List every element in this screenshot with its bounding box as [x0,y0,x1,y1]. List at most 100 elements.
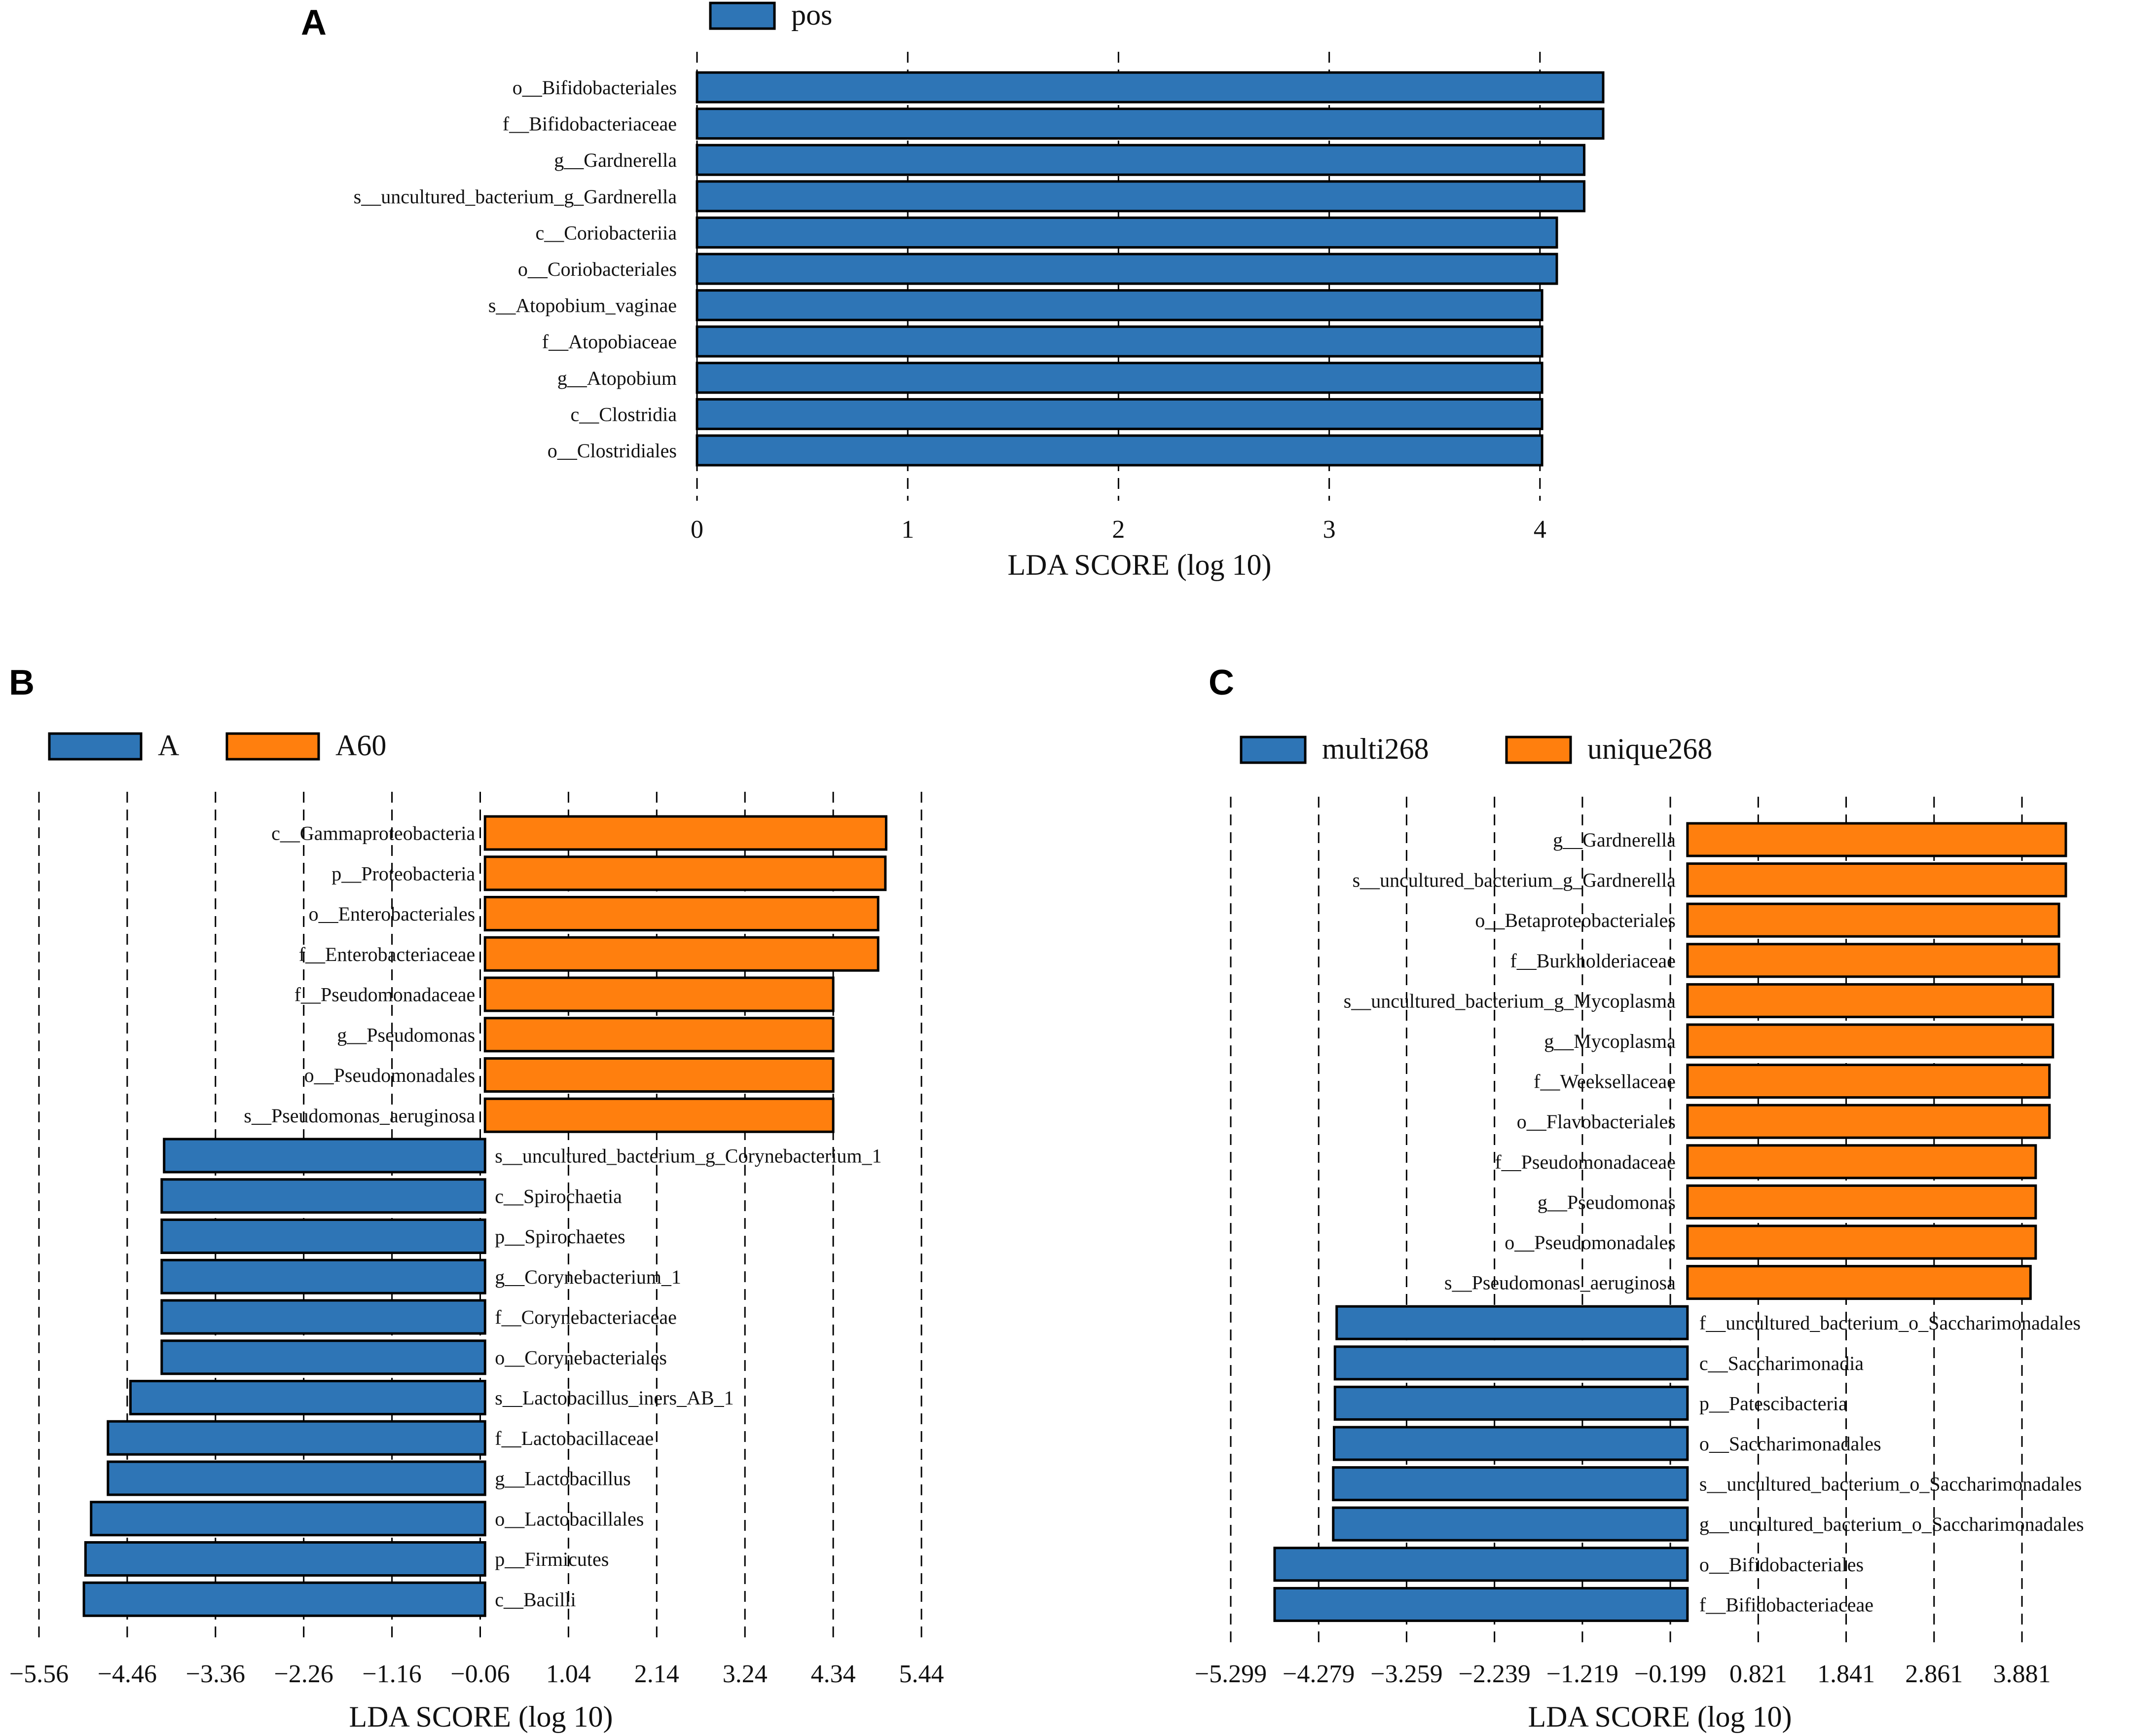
bar [1686,902,2060,938]
bar [1686,1023,2055,1059]
x-tick-label: 0 [691,516,703,544]
x-tick-label: 5.44 [899,1660,944,1688]
x-tick-label: 1 [901,516,914,544]
bar-label: o__Pseudomonadales [304,1064,476,1086]
bar [483,855,887,891]
x-axis-title: LDA SCORE (log 10) [349,1700,613,1733]
bar [90,1501,486,1537]
bar-label: f__Weeksellaceae [1534,1071,1676,1093]
bar [107,1420,486,1456]
bar [163,1138,486,1174]
bar [696,144,1586,176]
bar [1333,1385,1689,1421]
bar [483,976,835,1012]
x-tick-label: 2.14 [634,1660,679,1688]
legend-swatch-a60 [225,732,320,761]
x-axis-title: LDA SCORE (log 10) [1528,1700,1792,1733]
bar [696,71,1605,104]
legend-label-multi268: multi268 [1322,733,1429,765]
bar-label: s__uncultured_bacterium_g_Gardnerella [1353,869,1676,891]
bar-label: s__uncultured_bacterium_g_Gardnerella [354,185,677,208]
x-tick-label: −3.259 [1370,1660,1442,1688]
bar [483,896,880,931]
bar-label: o__Pseudomonadales [1505,1231,1676,1254]
legend-label-pos: pos [791,0,832,31]
bar [1686,1265,2032,1300]
x-tick-label: −3.36 [186,1660,245,1688]
bar-label: s__Lactobacillus_iners_AB_1 [495,1387,734,1409]
legend-swatch-a [48,732,143,761]
panel-b: B A A60 −5.56 −4.46 −3.36 −2.26 −1.16 −0.06 1.04 2… [9,663,944,1733]
bar-label: g__Lactobacillus [495,1468,630,1490]
bar-label: o__Lactobacillales [495,1508,644,1530]
bar-label: f__uncultured_bacterium_o_Saccharimonada… [1699,1312,2081,1334]
bar [160,1299,486,1335]
bar-label: s__Pseudomonas_aeruginosa [1444,1272,1676,1294]
bar [1332,1426,1689,1461]
bar [483,815,887,851]
legend-label-unique268: unique268 [1587,733,1712,765]
bar-label: f__Enterobacteriaceae [299,943,476,965]
bar-label: c__Coriobacteriia [535,222,677,244]
bar [696,216,1558,249]
x-axis-title: LDA SCORE (log 10) [1007,549,1271,581]
bar-label: g__Atopobium [557,367,677,389]
x-tick-label: −5.299 [1195,1660,1267,1688]
x-tick-label: −4.46 [98,1660,157,1688]
bar-label: f__Bifidobacteriaceae [503,113,677,135]
bar-label: s__uncultured_bacterium_g_Corynebacteriu… [495,1145,881,1167]
bar [1332,1466,1689,1502]
x-tick-label: 4.34 [811,1660,856,1688]
bar-label: f__Atopobiaceae [542,331,677,353]
legend-swatch-unique268 [1505,736,1572,764]
bar-label: c__Spirochaetia [495,1185,622,1207]
bar [129,1380,486,1415]
bar [160,1258,486,1294]
x-tick-label: 3 [1323,516,1336,544]
x-tick-label: 4 [1534,516,1546,544]
x-tick-label: 0.821 [1729,1660,1787,1688]
bar [696,289,1543,322]
bar [84,1541,486,1577]
bar-label: f__Corynebacteriaceae [495,1306,677,1329]
bar [1686,943,2060,978]
x-tick-label: 3.881 [1993,1660,2051,1688]
bar [160,1339,486,1375]
bar-label: f__Pseudomonadaceae [1495,1151,1676,1173]
x-tick-label: −2.239 [1459,1660,1531,1688]
bar [1686,983,2055,1018]
bar-label: g__uncultured_bacterium_o_Saccharimonada… [1699,1513,2084,1535]
x-tick-label: 2.861 [1905,1660,1963,1688]
bar-label: o__Flavobacteriales [1517,1110,1676,1133]
bar-label: p__Proteobacteria [331,862,475,885]
panel-letter-b: B [9,663,35,702]
legend-swatch-multi268 [1240,736,1307,764]
bar-label: o__Saccharimonadales [1699,1433,1881,1455]
x-tick-label: −4.279 [1283,1660,1355,1688]
bar [107,1460,486,1496]
bar-label: c__Clostridia [570,403,677,425]
bar-label: g__Pseudomonas [337,1024,475,1046]
bar [696,180,1586,213]
bar [1332,1506,1689,1542]
bar [1686,1104,2051,1139]
bar [1273,1587,1689,1622]
bar-label: s__Pseudomonas_aeruginosa [244,1105,475,1127]
bar-label: p__Patescibacteria [1699,1392,1847,1414]
bar-label: f__Lactobacillaceae [495,1427,654,1449]
bar-label: c__Gammaproteobacteria [271,822,475,845]
bar-label: o__Coriobacteriales [518,258,677,280]
bar [696,362,1543,394]
bar [1686,1224,2037,1260]
bar-label: c__Saccharimonadia [1699,1352,1864,1374]
x-tick-label: 2 [1112,516,1125,544]
legend-label-a60: A60 [335,729,386,762]
bar [696,434,1543,467]
x-tick-label: 3.24 [723,1660,768,1688]
bar [160,1219,486,1254]
bar [1686,862,2067,898]
x-tick-label: −0.06 [450,1660,510,1688]
x-tick-label: −2.26 [274,1660,333,1688]
bar [483,1057,835,1093]
